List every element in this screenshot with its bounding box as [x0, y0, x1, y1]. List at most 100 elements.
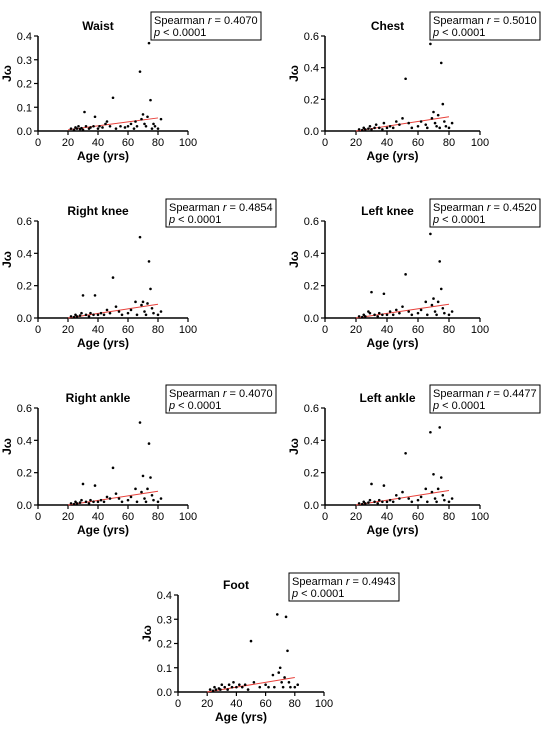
stats-box	[429, 11, 541, 41]
data-point	[152, 311, 155, 315]
chart-title: Left knee	[361, 204, 414, 218]
stats-p-value: p < 0.0001	[291, 588, 344, 600]
data-point	[96, 127, 100, 130]
data-point	[436, 487, 440, 491]
data-point	[407, 310, 411, 313]
x-tick-label: 40	[230, 698, 242, 710]
data-point	[252, 681, 256, 684]
data-point	[230, 685, 234, 689]
data-point	[108, 124, 112, 128]
data-point	[443, 498, 446, 502]
data-point	[401, 117, 404, 120]
y-axis-label: Jω	[287, 65, 301, 82]
data-point	[436, 113, 440, 117]
chart-panel: Left ankle 0 20 40 60 80 100 0.0 0.2 0.4 0.6 Age (y…	[287, 384, 541, 537]
data-point	[382, 484, 386, 487]
data-point	[99, 498, 103, 502]
data-point	[447, 500, 451, 504]
data-point	[370, 128, 373, 131]
data-point	[433, 310, 437, 313]
data-point	[143, 122, 146, 126]
data-point	[243, 683, 247, 687]
trend-line	[67, 490, 159, 506]
y-tick-label: 0.2	[17, 79, 32, 91]
data-point	[147, 442, 151, 445]
x-tick-label: 0	[35, 511, 41, 523]
data-point	[364, 315, 367, 318]
x-tick-label: 60	[122, 324, 134, 336]
data-point	[450, 497, 454, 500]
stats-correlation: Spearman r = 0.4854	[169, 202, 273, 214]
data-point	[424, 123, 428, 126]
data-point	[129, 495, 133, 499]
data-point	[159, 497, 163, 500]
data-point	[435, 500, 438, 504]
data-point	[120, 313, 124, 317]
y-tick-label: 0.4	[304, 435, 319, 447]
chart-panel: Foot 0 20 40 60 80 100 0.0 0.1 0.2 0.3 0.4 Age (yrs)…	[140, 572, 400, 724]
data-point	[93, 115, 97, 119]
data-point	[404, 451, 407, 455]
data-point	[152, 498, 155, 502]
data-point	[80, 498, 83, 502]
data-point	[430, 303, 434, 307]
data-point	[377, 126, 381, 130]
stats-p-value: p < 0.0001	[168, 214, 221, 226]
data-point	[149, 476, 152, 479]
data-point	[111, 466, 115, 470]
y-axis-label: Jω	[287, 438, 301, 455]
data-point	[146, 487, 149, 491]
data-point	[419, 495, 423, 499]
chart-title: Chest	[371, 19, 404, 33]
data-point	[105, 495, 109, 499]
y-tick-label: 0.4	[304, 248, 319, 260]
data-point	[426, 126, 429, 130]
data-point	[275, 613, 279, 616]
data-point	[438, 126, 442, 130]
y-tick-label: 0.0	[17, 500, 32, 512]
data-point	[443, 120, 446, 123]
data-point	[213, 685, 216, 689]
data-point	[141, 113, 145, 116]
data-point	[99, 311, 103, 315]
data-point	[150, 494, 154, 497]
data-point	[235, 685, 238, 689]
data-point	[144, 124, 148, 128]
data-point	[72, 128, 76, 132]
data-point	[364, 128, 367, 131]
trend-line	[207, 676, 295, 693]
data-point	[438, 260, 442, 263]
y-tick-label: 0.4	[17, 248, 32, 260]
data-point	[429, 42, 432, 46]
y-tick-label: 0.1	[157, 663, 172, 675]
data-point	[108, 311, 112, 315]
stats-correlation: Spearman r = 0.4520	[433, 202, 537, 214]
data-point	[374, 123, 378, 126]
data-point	[385, 313, 389, 317]
y-tick-label: 0.3	[157, 614, 172, 626]
data-point	[129, 122, 133, 126]
x-tick-label: 20	[62, 324, 74, 336]
data-point	[367, 310, 370, 313]
data-point	[287, 681, 291, 684]
y-axis-label: Jω	[287, 251, 301, 268]
data-point	[395, 494, 398, 497]
stats-correlation: Spearman r = 0.4943	[292, 576, 396, 588]
data-point	[126, 498, 130, 502]
data-point	[117, 497, 121, 500]
x-tick-label: 100	[471, 324, 489, 336]
data-point	[419, 120, 423, 123]
data-point	[438, 426, 442, 429]
stats-p-value: p < 0.0001	[432, 27, 485, 39]
data-point	[75, 127, 79, 130]
data-point	[362, 500, 366, 504]
chart-title: Foot	[223, 578, 249, 592]
data-point	[227, 683, 231, 687]
data-point	[429, 430, 432, 434]
data-point	[117, 310, 121, 313]
data-point	[382, 121, 386, 125]
x-tick-label: 0	[175, 698, 181, 710]
data-point	[147, 260, 151, 263]
data-point	[126, 124, 130, 128]
data-point	[433, 497, 437, 500]
